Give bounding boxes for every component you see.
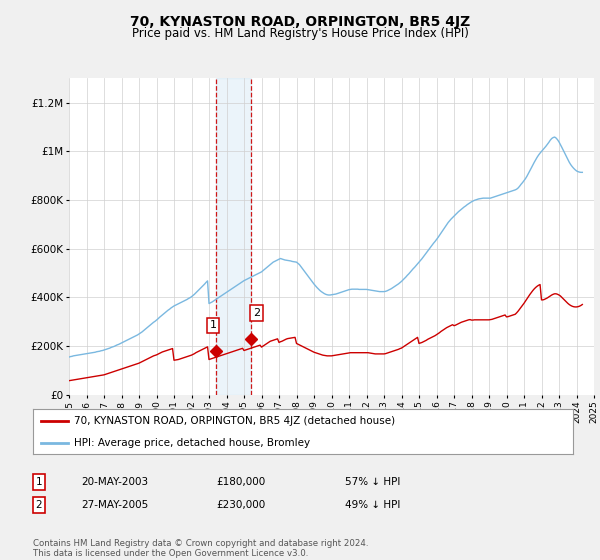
- Text: 70, KYNASTON ROAD, ORPINGTON, BR5 4JZ (detached house): 70, KYNASTON ROAD, ORPINGTON, BR5 4JZ (d…: [74, 416, 395, 426]
- Bar: [215, 78, 251, 395]
- Text: 1: 1: [209, 320, 217, 330]
- Text: 70, KYNASTON ROAD, ORPINGTON, BR5 4JZ: 70, KYNASTON ROAD, ORPINGTON, BR5 4JZ: [130, 15, 470, 29]
- Text: £180,000: £180,000: [216, 477, 265, 487]
- Text: Contains HM Land Registry data © Crown copyright and database right 2024.
This d: Contains HM Land Registry data © Crown c…: [33, 539, 368, 558]
- Text: 27-MAY-2005: 27-MAY-2005: [81, 500, 148, 510]
- Text: Price paid vs. HM Land Registry's House Price Index (HPI): Price paid vs. HM Land Registry's House …: [131, 27, 469, 40]
- Text: £230,000: £230,000: [216, 500, 265, 510]
- Text: HPI: Average price, detached house, Bromley: HPI: Average price, detached house, Brom…: [74, 438, 310, 448]
- Text: 20-MAY-2003: 20-MAY-2003: [81, 477, 148, 487]
- Text: 57% ↓ HPI: 57% ↓ HPI: [345, 477, 400, 487]
- Text: 49% ↓ HPI: 49% ↓ HPI: [345, 500, 400, 510]
- Text: 2: 2: [35, 500, 43, 510]
- Text: 1: 1: [35, 477, 43, 487]
- Text: 2: 2: [253, 308, 260, 318]
